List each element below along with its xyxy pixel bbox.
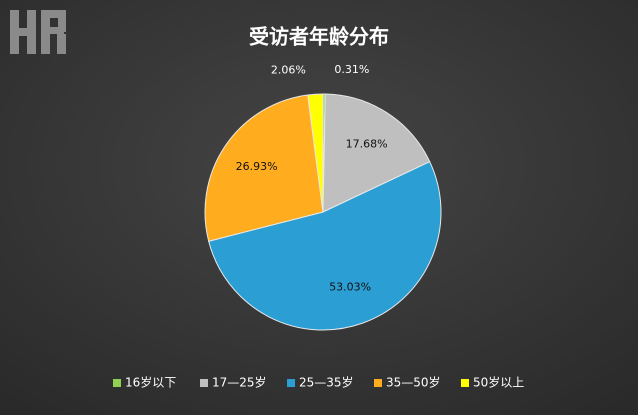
pie-slice (322, 93, 431, 213)
chart-title: 受访者年龄分布 (249, 25, 389, 49)
legend-swatch (461, 379, 469, 387)
data-label: 26.93% (236, 160, 278, 173)
legend-label: 35—50岁 (386, 375, 441, 390)
data-label: 2.06% (271, 63, 306, 76)
legend-swatch (200, 379, 208, 387)
legend-label: 25—35岁 (299, 375, 354, 390)
legend-swatch (113, 379, 121, 387)
data-label: 53.03% (329, 280, 371, 293)
pie-slice (307, 93, 324, 213)
legend-swatch (287, 379, 295, 387)
pie-slice (204, 94, 324, 242)
data-label: 0.31% (334, 63, 369, 76)
legend-label: 17—25岁 (212, 375, 267, 390)
logo (10, 10, 66, 54)
pie-slice (208, 161, 442, 331)
data-label: 17.68% (346, 138, 388, 151)
legend-label: 16岁以下 (125, 375, 176, 390)
legend-label: 50岁以上 (473, 375, 524, 390)
legend-swatch (374, 379, 382, 387)
